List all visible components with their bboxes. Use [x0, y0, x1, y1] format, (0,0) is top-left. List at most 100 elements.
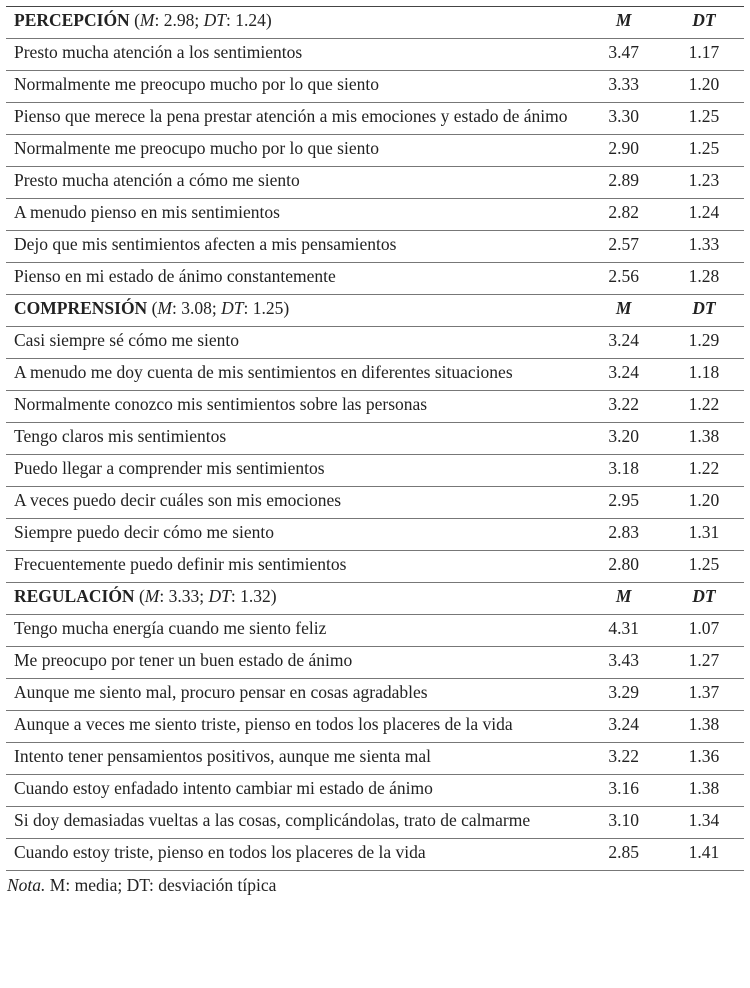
item-row: Pienso en mi estado de ánimo constanteme…	[6, 262, 744, 295]
item-text: Frecuentemente puedo definir mis sentimi…	[6, 550, 584, 583]
item-mean: 3.33	[583, 70, 664, 103]
item-sd: 1.17	[663, 38, 744, 71]
item-sd: 1.27	[663, 646, 744, 679]
item-text: Presto mucha atención a cómo me siento	[6, 166, 584, 199]
item-text: A veces puedo decir cuáles son mis emoci…	[6, 486, 584, 519]
section-title: COMPRENSIÓN	[14, 298, 148, 318]
column-header: DT	[663, 582, 744, 615]
item-sd: 1.34	[663, 806, 744, 839]
column-header: DT	[663, 294, 744, 327]
item-mean: 2.90	[583, 134, 664, 167]
item-sd: 1.38	[663, 774, 744, 807]
item-row: A veces puedo decir cuáles son mis emoci…	[6, 486, 744, 519]
item-row: Tengo claros mis sentimientos 3.20 1.38	[6, 422, 744, 455]
item-text: Casi siempre sé cómo me siento	[6, 326, 584, 359]
item-text: Normalmente me preocupo mucho por lo que…	[6, 70, 584, 103]
item-mean: 3.29	[583, 678, 664, 711]
item-sd: 1.22	[663, 390, 744, 423]
column-header: M	[583, 6, 664, 39]
item-mean: 3.18	[583, 454, 664, 487]
item-row: Si doy demasiadas vueltas a las cosas, c…	[6, 806, 744, 839]
section-summary: DT	[208, 586, 231, 606]
section-summary: M	[157, 298, 172, 318]
item-sd: 1.25	[663, 102, 744, 135]
item-text: Pienso que merece la pena prestar atenci…	[6, 102, 584, 135]
column-header: DT	[663, 6, 744, 39]
section-title-cell: REGULACIÓN (M: 3.33; DT: 1.32)	[6, 582, 584, 615]
item-sd: 1.38	[663, 422, 744, 455]
section-summary: M	[139, 10, 155, 30]
item-row: Normalmente me preocupo mucho por lo que…	[6, 134, 744, 167]
item-mean: 3.24	[583, 326, 664, 359]
table-wrap: PERCEPCIÓN (M: 2.98; DT: 1.24) M DT Presto …	[6, 6, 744, 896]
item-mean: 2.80	[583, 550, 664, 583]
item-text: Normalmente conozco mis sentimientos sob…	[6, 390, 584, 423]
item-sd: 1.24	[663, 198, 744, 231]
item-text: Cuando estoy triste, pienso en todos los…	[6, 838, 584, 871]
column-header: M	[583, 582, 664, 615]
section-summary: DT	[203, 10, 226, 30]
note-text: M: media; DT: desviación típica	[49, 875, 277, 895]
item-row: Me preocupo por tener un buen estado de …	[6, 646, 744, 679]
item-text: Normalmente me preocupo mucho por lo que…	[6, 134, 584, 167]
item-mean: 3.30	[583, 102, 664, 135]
item-mean: 3.22	[583, 742, 664, 775]
item-mean: 2.56	[583, 262, 664, 295]
item-text: Aunque a veces me siento triste, pienso …	[6, 710, 584, 743]
item-text: Intento tener pensamientos positivos, au…	[6, 742, 584, 775]
item-sd: 1.29	[663, 326, 744, 359]
item-sd: 1.33	[663, 230, 744, 263]
note-label: Nota.	[7, 875, 46, 895]
item-sd: 1.41	[663, 838, 744, 871]
item-mean: 3.16	[583, 774, 664, 807]
item-row: Siempre puedo decir cómo me siento 2.83 1.…	[6, 518, 744, 551]
section-summary: : 1.32)	[230, 586, 277, 606]
section-summary: (	[138, 586, 145, 606]
item-text: Me preocupo por tener un buen estado de …	[6, 646, 584, 679]
item-row: Normalmente me preocupo mucho por lo que…	[6, 70, 744, 103]
item-text: A menudo pienso en mis sentimientos	[6, 198, 584, 231]
item-mean: 2.82	[583, 198, 664, 231]
item-row: Frecuentemente puedo definir mis sentimi…	[6, 550, 744, 583]
item-sd: 1.20	[663, 486, 744, 519]
item-text: Tengo mucha energía cuando me siento fel…	[6, 614, 584, 647]
section-summary: : 2.98;	[154, 10, 204, 30]
item-sd: 1.23	[663, 166, 744, 199]
item-sd: 1.36	[663, 742, 744, 775]
item-sd: 1.28	[663, 262, 744, 295]
item-row: A menudo me doy cuenta de mis sentimient…	[6, 358, 744, 391]
item-row: Presto mucha atención a los sentimientos…	[6, 38, 744, 71]
item-sd: 1.37	[663, 678, 744, 711]
item-text: Tengo claros mis sentimientos	[6, 422, 584, 455]
section-title-cell: COMPRENSIÓN (M: 3.08; DT: 1.25)	[6, 294, 584, 327]
item-row: Normalmente conozco mis sentimientos sob…	[6, 390, 744, 423]
item-row: Casi siempre sé cómo me siento 3.24 1.29	[6, 326, 744, 359]
section-summary: M	[144, 586, 160, 606]
section-summary: : 1.24)	[225, 10, 272, 30]
section-title-cell: PERCEPCIÓN (M: 2.98; DT: 1.24)	[6, 6, 584, 39]
item-mean: 3.10	[583, 806, 664, 839]
section-title: REGULACIÓN	[14, 586, 135, 606]
section-summary: (	[151, 298, 158, 318]
item-text: Presto mucha atención a los sentimientos	[6, 38, 584, 71]
item-row: Cuando estoy triste, pienso en todos los…	[6, 838, 744, 871]
item-row: Aunque a veces me siento triste, pienso …	[6, 710, 744, 743]
item-sd: 1.38	[663, 710, 744, 743]
item-mean: 3.22	[583, 390, 664, 423]
item-sd: 1.07	[663, 614, 744, 647]
item-mean: 2.85	[583, 838, 664, 871]
item-text: Siempre puedo decir cómo me siento	[6, 518, 584, 551]
item-mean: 2.83	[583, 518, 664, 551]
item-mean: 2.89	[583, 166, 664, 199]
section-header: COMPRENSIÓN (M: 3.08; DT: 1.25) M DT	[6, 294, 744, 327]
note: Nota. M: media; DT: desviación típica	[6, 875, 744, 896]
section-summary: (	[134, 10, 140, 30]
item-text: Dejo que mis sentimientos afecten a mis …	[6, 230, 584, 263]
item-sd: 1.25	[663, 134, 744, 167]
item-row: Dejo que mis sentimientos afecten a mis …	[6, 230, 744, 263]
item-row: Presto mucha atención a cómo me siento 2.…	[6, 166, 744, 199]
item-text: Aunque me siento mal, procuro pensar en …	[6, 678, 584, 711]
section-header: REGULACIÓN (M: 3.33; DT: 1.32) M DT	[6, 582, 744, 615]
item-row: Cuando estoy enfadado intento cambiar mi…	[6, 774, 744, 807]
